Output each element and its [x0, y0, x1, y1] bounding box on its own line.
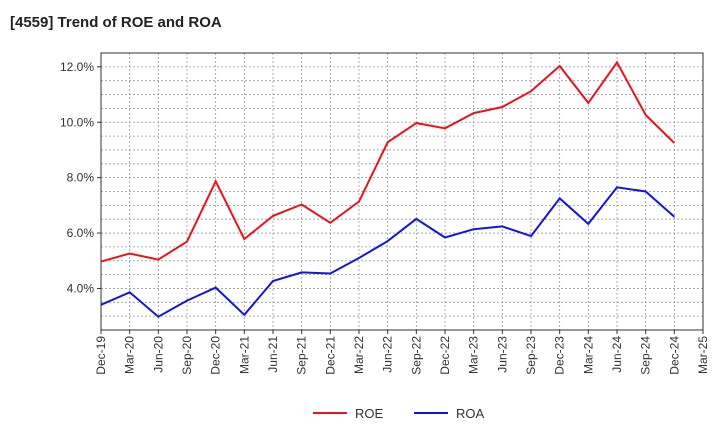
x-tick-label: Mar-23 [467, 336, 481, 374]
x-tick-label: Mar-25 [696, 336, 710, 374]
x-tick-label: Mar-21 [237, 336, 251, 374]
x-tick-label: Dec-21 [323, 336, 337, 375]
y-tick-label: 12.0% [60, 60, 94, 74]
x-tick-label: Dec-23 [553, 336, 567, 375]
legend: ROE ROA [313, 406, 485, 421]
series-line-roe [100, 60, 675, 263]
x-tick-label: Mar-24 [581, 336, 595, 374]
x-tick-label: Dec-20 [209, 336, 223, 375]
x-tick-label: Dec-19 [94, 336, 108, 375]
series-line-roa [100, 186, 675, 318]
legend-label-roe: ROE [355, 406, 384, 421]
x-tick-label: Jun-23 [495, 336, 509, 373]
y-tick-label: 4.0% [67, 281, 95, 295]
x-tick-label: Dec-24 [667, 336, 681, 375]
x-tick-label: Jun-24 [610, 336, 624, 373]
x-tick-label: Sep-24 [639, 336, 653, 375]
x-tick-label: Sep-23 [524, 336, 538, 375]
x-tick-label: Jun-21 [266, 336, 280, 373]
y-tick-label: 10.0% [60, 115, 94, 129]
legend-label-roa: ROA [456, 406, 485, 421]
y-tick-label: 8.0% [67, 171, 95, 185]
x-tick-label: Sep-20 [180, 336, 194, 375]
chart-title: [4559] Trend of ROE and ROA [10, 14, 222, 31]
plot-border [100, 52, 704, 331]
x-tick-label: Mar-20 [123, 336, 137, 374]
x-tick-label: Sep-22 [409, 336, 423, 375]
x-tick-label: Jun-22 [381, 336, 395, 373]
x-tick-label: Sep-21 [295, 336, 309, 375]
x-tick-label: Jun-20 [151, 336, 165, 373]
x-tick-label: Mar-22 [352, 336, 366, 374]
y-tick-label: 6.0% [67, 226, 95, 240]
x-tick-label: Dec-22 [438, 336, 452, 375]
